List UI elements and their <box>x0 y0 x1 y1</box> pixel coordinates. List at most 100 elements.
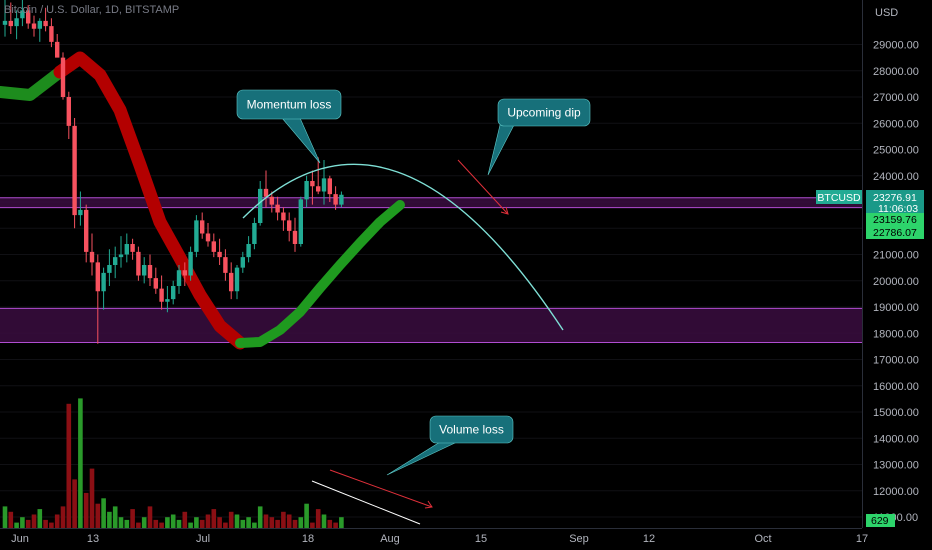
momentum-callout-label: Momentum loss <box>247 98 332 112</box>
price-tick-label: 18000.00 <box>873 328 919 340</box>
volume-bar <box>310 522 315 528</box>
candle-body <box>234 267 240 292</box>
volume-bar <box>78 398 83 528</box>
candle-body <box>211 241 216 252</box>
volume-bar <box>124 519 130 528</box>
ribbon-green <box>235 200 405 348</box>
dip-callout-label: Upcoming dip <box>507 106 581 120</box>
candle-body <box>8 20 13 27</box>
time-tick-label: Oct <box>754 533 771 545</box>
volume-bar <box>252 522 257 528</box>
volume-bar <box>8 511 14 528</box>
volume-bar <box>14 522 19 528</box>
dip-callout-box <box>497 98 591 127</box>
price-tick-label: 29000.00 <box>873 40 919 52</box>
candle-body <box>217 251 222 258</box>
volume-bar <box>136 522 141 528</box>
volume-bar <box>101 498 106 528</box>
volume-bar <box>165 517 170 528</box>
price-tick-label: 26000.00 <box>873 118 919 130</box>
volume-bars <box>2 398 344 528</box>
candle-body <box>78 209 83 216</box>
price-tick-label: 27000.00 <box>873 92 919 104</box>
volume-bar <box>95 503 101 528</box>
volume-bar <box>49 522 54 528</box>
momentum-callout: Momentum loss <box>236 89 342 164</box>
volume-bar <box>112 506 118 528</box>
candle-body <box>136 251 141 276</box>
volume-bar <box>205 514 211 528</box>
volume-bar <box>60 506 66 528</box>
candle-body <box>281 212 286 221</box>
volume-bar <box>147 506 153 528</box>
candle-body <box>147 265 153 279</box>
candle-body <box>304 181 309 200</box>
time-tick-label: Aug <box>380 533 400 545</box>
time-tick-label: 17 <box>856 533 868 545</box>
price-tick-label: 17000.00 <box>873 355 919 367</box>
candle-body <box>200 220 205 234</box>
volume-callout: Volume loss <box>386 415 514 476</box>
candle-body <box>118 254 124 258</box>
volume-bar <box>2 506 8 528</box>
volume-bar <box>292 519 298 528</box>
volume-bar <box>25 519 31 528</box>
level-lower-label: 22786.07 <box>873 227 917 239</box>
volume-bar <box>159 522 164 528</box>
zone-band <box>0 197 862 208</box>
price-tick-label: 28000.00 <box>873 66 919 78</box>
momentum-ribbon <box>0 51 405 350</box>
candle-body <box>72 125 77 216</box>
volume-trend-line <box>311 480 421 525</box>
volume-bar <box>182 511 188 528</box>
last-price-tag <box>866 190 924 215</box>
volume-bar <box>275 519 280 528</box>
countdown-label: 11:06:03 <box>878 203 918 215</box>
candle-body <box>2 20 8 25</box>
volume-arrow <box>329 469 433 508</box>
candle-body <box>130 244 135 252</box>
price-tick-label: 24000.00 <box>873 171 919 183</box>
support-zones <box>0 197 862 343</box>
candle-body <box>101 272 106 292</box>
candle-body <box>37 20 42 29</box>
volume-bar <box>199 519 205 528</box>
candle-body <box>333 194 338 205</box>
candle-body <box>339 194 344 205</box>
volume-bar <box>66 403 72 528</box>
candle-body <box>49 26 54 42</box>
candle-body <box>229 272 234 292</box>
level-lower-tag <box>866 226 924 239</box>
currency-label: USD <box>875 7 898 19</box>
volume-bar <box>223 522 228 528</box>
volume-bar <box>211 509 217 528</box>
zone-band <box>0 308 862 343</box>
volume-bar <box>141 517 147 528</box>
volume-bar <box>188 522 193 528</box>
candle-body <box>171 286 176 300</box>
momentum-callout-box <box>236 89 342 120</box>
price-tick-label: 15000.00 <box>873 407 919 419</box>
volume-bar <box>304 503 309 528</box>
volume-bar <box>194 517 199 528</box>
candle-body <box>95 262 100 292</box>
candle-body <box>246 244 251 258</box>
candle-body <box>43 20 48 27</box>
volume-callout-box <box>429 415 514 444</box>
candle-body <box>60 57 66 97</box>
volume-bar <box>257 506 263 528</box>
volume-bar <box>321 514 327 528</box>
candle-body <box>89 251 95 263</box>
time-tick-label: 13 <box>87 533 99 545</box>
time-tick-label: Jun <box>11 533 29 545</box>
volume-bar <box>89 468 95 528</box>
dip-arrow <box>457 159 508 214</box>
candle-body <box>26 10 31 24</box>
candle-body <box>182 270 187 276</box>
momentum-callout-pointer <box>281 117 321 164</box>
candle-body <box>205 233 211 242</box>
candle-body <box>316 186 321 192</box>
level-upper-tag <box>866 213 924 226</box>
candle-body <box>310 181 315 187</box>
volume-arrow-head <box>424 500 433 509</box>
